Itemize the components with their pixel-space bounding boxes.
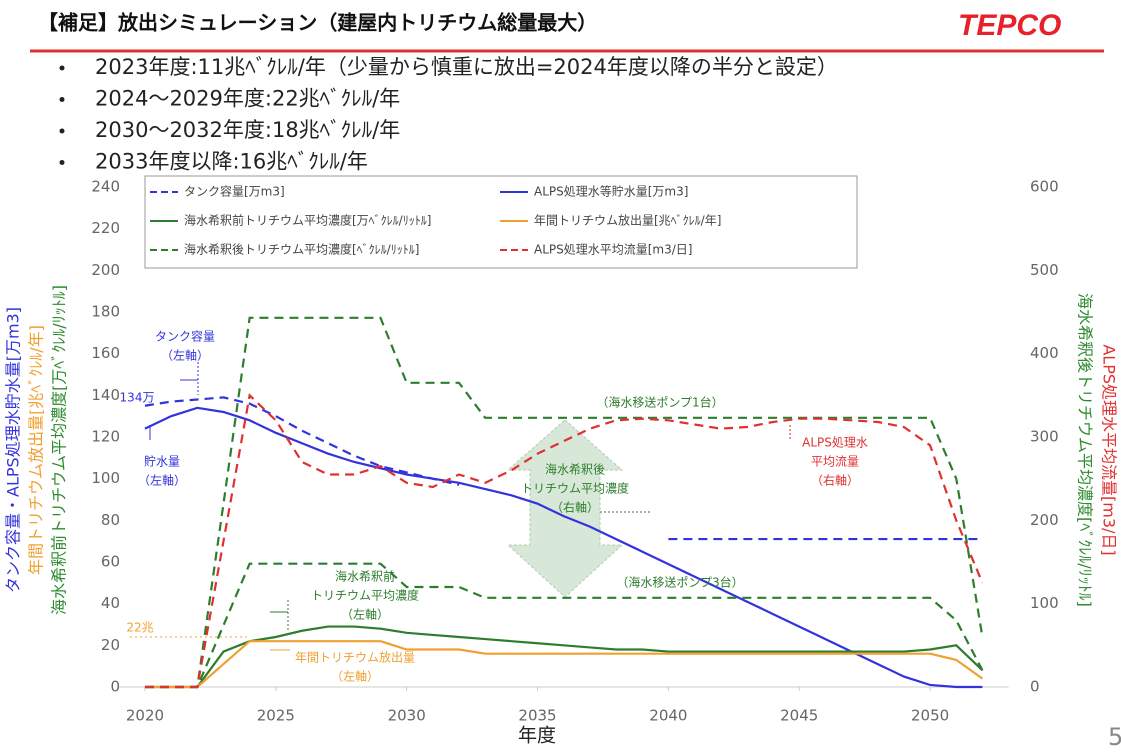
series-line xyxy=(144,316,984,689)
y2-axis-title: 海水希釈後トリチウム平均濃度[ﾍﾞｸﾚﾙ/ﾘｯﾄﾙ] xyxy=(1076,293,1095,607)
annotation: 22兆 xyxy=(126,621,153,635)
x-tick-label: 2025 xyxy=(257,707,295,725)
y2-tick-label: 300 xyxy=(1030,428,1059,446)
annotation: （海水移送ポンプ3台） xyxy=(616,575,743,590)
page-number: 5 xyxy=(1108,723,1121,751)
y2-tick-label: 200 xyxy=(1030,511,1059,529)
y-tick-label: 240 xyxy=(91,178,120,196)
y2-tick-label: 600 xyxy=(1030,178,1059,196)
y-axis-title: タンク容量・ALPS処理水貯水量[万m3] xyxy=(4,307,23,593)
y-tick-label: 160 xyxy=(91,344,120,362)
y-tick-label: 80 xyxy=(101,511,120,529)
annotation: 海水希釈前 xyxy=(335,569,395,584)
y-tick-label: 180 xyxy=(91,303,120,321)
y-tick-label: 220 xyxy=(91,219,120,237)
y-axis-title: 海水希釈前トリチウム平均濃度[万ﾍﾞｸﾚﾙ/ﾘｯﾄﾙ] xyxy=(50,285,69,615)
annotation: （左軸） xyxy=(331,669,379,684)
annotation: 134万 xyxy=(120,391,155,405)
y-tick-label: 140 xyxy=(91,386,120,404)
y2-tick-label: 500 xyxy=(1030,261,1059,279)
x-tick-label: 2040 xyxy=(649,707,687,725)
bullet-dot xyxy=(59,65,65,71)
annotation: 貯水量 xyxy=(144,455,180,469)
y2-tick-label: 400 xyxy=(1030,344,1059,362)
legend-label: 海水希釈前トリチウム平均濃度[万ﾍﾞｸﾚﾙ/ﾘｯﾄﾙ] xyxy=(184,213,431,228)
annotation: トリチウム平均濃度 xyxy=(311,588,419,603)
annotation: （海水移送ポンプ1台） xyxy=(596,395,723,410)
annotation: タンク容量 xyxy=(155,329,215,344)
y-tick-label: 200 xyxy=(91,261,120,279)
x-tick-label: 2035 xyxy=(518,707,556,725)
bullet-dot xyxy=(59,128,65,134)
bullet-dot xyxy=(59,160,65,165)
legend-label: ALPS処理水等貯水量[万m3] xyxy=(534,185,688,199)
bullet-text: 2030～2032年度:18兆ﾍﾞｸﾚﾙ/年 xyxy=(95,118,400,142)
annotation: （左軸） xyxy=(341,607,389,622)
bullet-dot xyxy=(59,97,65,102)
annotation: （右軸） xyxy=(811,473,859,488)
legend-label: 海水希釈後トリチウム平均濃度[ﾍﾞｸﾚﾙ/ﾘｯﾄﾙ] xyxy=(184,242,419,257)
logo: TEPCO xyxy=(958,9,1061,42)
x-tick-label: 2045 xyxy=(780,707,818,725)
slide-title: 【補足】放出シミュレーション（建屋内トリチウム総量最大） xyxy=(38,11,597,35)
series-line xyxy=(144,562,984,689)
y2-tick-label: 100 xyxy=(1030,594,1059,612)
series-line xyxy=(144,625,984,689)
annotation: （右軸） xyxy=(551,500,599,515)
y-tick-label: 0 xyxy=(110,678,120,696)
x-axis-title: 年度 xyxy=(518,725,556,747)
y-tick-label: 20 xyxy=(101,636,120,654)
x-tick-label: 2050 xyxy=(911,707,949,725)
y-tick-label: 120 xyxy=(91,428,120,446)
legend-label: 年間トリチウム放出量[兆ﾍﾞｸﾚﾙ/年] xyxy=(534,213,721,228)
x-tick-label: 2020 xyxy=(126,707,164,725)
annotation: 年間トリチウム放出量 xyxy=(295,650,415,665)
annotation: 海水希釈後 xyxy=(545,462,605,477)
y-tick-label: 100 xyxy=(91,469,120,487)
y-axis-title: 年間トリチウム放出量[兆ﾍﾞｸﾚﾙ/年] xyxy=(27,325,46,575)
series-line xyxy=(144,406,983,689)
y2-tick-label: 0 xyxy=(1030,678,1040,696)
annotation: ALPS処理水 xyxy=(802,436,868,450)
series-line xyxy=(144,396,460,486)
legend-label: タンク容量[万m3] xyxy=(184,184,285,199)
bullet-text: 2024～2029年度:22兆ﾍﾞｸﾚﾙ/年 xyxy=(95,87,400,111)
x-tick-label: 2030 xyxy=(388,707,426,725)
y-tick-label: 60 xyxy=(101,553,120,571)
bullet-text: 2023年度:11兆ﾍﾞｸﾚﾙ/年（少量から慎重に放出=2024年度以降の半分と… xyxy=(95,55,838,79)
annotation: トリチウム平均濃度 xyxy=(521,481,629,496)
annotation: （左軸） xyxy=(138,473,186,488)
series-line xyxy=(144,640,984,689)
y2-axis-title: ALPS処理水平均流量[m3/日] xyxy=(1100,344,1119,555)
annotation: 平均流量 xyxy=(811,455,859,469)
legend-label: ALPS処理水平均流量[m3/日] xyxy=(534,243,692,257)
y-tick-label: 40 xyxy=(101,594,120,612)
bullet-text: 2033年度以降:16兆ﾍﾞｸﾚﾙ/年 xyxy=(95,150,368,174)
annotation: （左軸） xyxy=(161,348,209,363)
